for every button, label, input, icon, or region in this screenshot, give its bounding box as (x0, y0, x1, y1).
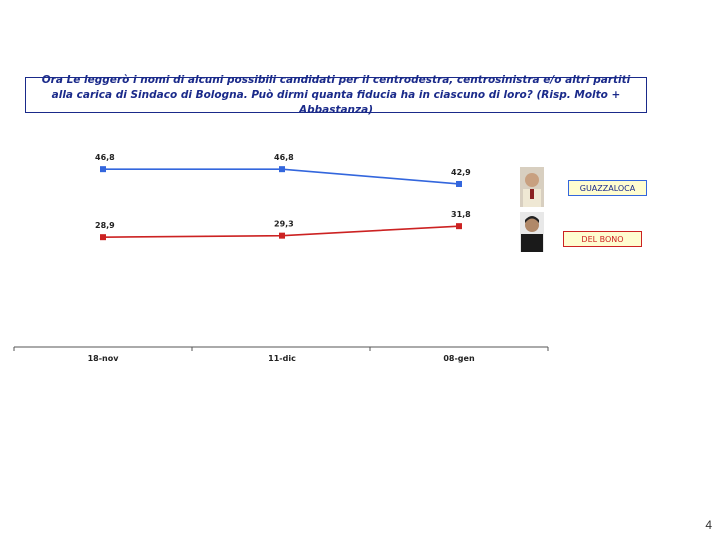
data-point-1-0 (100, 234, 106, 241)
legend-item-delbono: DEL BONO (563, 231, 642, 247)
data-point-0-2 (456, 180, 462, 187)
x-tick-label-11-dic: 11-dic (268, 354, 296, 363)
data-label-0-1: 46,8 (274, 153, 294, 162)
data-point-0-1 (279, 166, 285, 173)
x-tick-label-08-gen: 08-gen (443, 354, 475, 363)
data-point-1-2 (456, 223, 462, 230)
data-point-1-1 (279, 232, 285, 239)
data-label-1-1: 29,3 (274, 220, 294, 229)
legend-label-delbono: DEL BONO (581, 234, 624, 244)
legend-label-guazzaloca: GUAZZALOCA (579, 183, 636, 193)
chart-title-text: Ora Le leggerò i nomi di alcuni possibil… (41, 73, 631, 116)
chart-title: Ora Le leggerò i nomi di alcuni possibil… (25, 74, 647, 116)
data-point-0-0 (100, 166, 106, 173)
x-tick-label-18-nov: 18-nov (88, 354, 120, 363)
delbono-photo (520, 212, 544, 252)
legend-item-guazzaloca: GUAZZALOCA (568, 180, 647, 196)
data-label-0-2: 42,9 (451, 168, 471, 177)
guazzaloca-photo (520, 167, 544, 207)
page-number: 4 (705, 518, 712, 532)
data-label-1-2: 31,8 (451, 210, 471, 219)
data-label-0-0: 46,8 (95, 153, 115, 162)
data-label-1-0: 28,9 (95, 221, 115, 230)
